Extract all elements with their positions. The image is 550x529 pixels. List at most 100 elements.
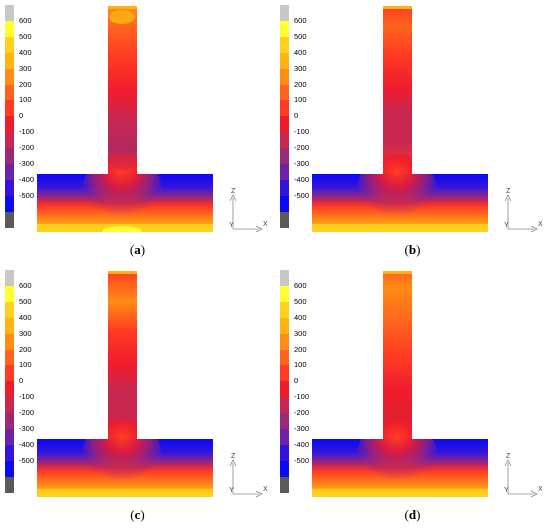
axis-z-label: Z <box>506 188 511 195</box>
legend-label: 500 <box>294 31 307 41</box>
legend-swatch <box>5 333 14 350</box>
axis-x-label: X <box>263 221 268 228</box>
legend-label: 300 <box>294 63 307 73</box>
axis-x-label: X <box>538 486 543 493</box>
panel-caption: (c) <box>130 507 145 522</box>
legend-swatch <box>5 116 14 133</box>
legend-swatch <box>280 164 289 181</box>
axis-z-label: Z <box>231 188 236 195</box>
legend-swatch <box>280 333 289 350</box>
legend-swatch <box>5 301 14 319</box>
legend-swatch <box>5 5 14 22</box>
legend-swatch <box>280 270 289 287</box>
legend-label: -400 <box>294 439 310 449</box>
axis-triad: Z Y X <box>229 453 268 498</box>
legend-swatch <box>280 444 289 462</box>
legend-label: 100 <box>19 95 32 105</box>
legend-label: 600 <box>294 15 307 25</box>
legend-label: 200 <box>294 79 307 89</box>
axis-triad: Z Y X <box>229 188 268 233</box>
legend-swatch <box>5 270 14 287</box>
legend-label: 300 <box>19 63 32 73</box>
contour-plot: Z Y X <box>312 271 543 498</box>
legend-label: -100 <box>294 392 310 402</box>
axis-z-label: Z <box>231 453 236 460</box>
legend-swatch <box>280 148 289 165</box>
axis-y-label: Y <box>229 222 234 229</box>
panel-caption: (a) <box>129 242 146 257</box>
legend-swatch <box>280 52 289 69</box>
legend-label: 0 <box>294 376 299 386</box>
legend-label: 500 <box>19 31 32 41</box>
panel-a: 600 500 400 300 200 100 0 -100 -200 -300 -400 -500 Z… <box>0 0 275 264</box>
legend-swatch <box>5 179 14 197</box>
legend-label: 400 <box>19 47 32 57</box>
legend-label: -200 <box>294 143 310 153</box>
legend-swatch <box>280 429 289 446</box>
legend-swatch <box>280 365 289 382</box>
legend-swatch <box>5 20 14 38</box>
axis-y-label: Y <box>504 487 509 494</box>
legend-label: -500 <box>19 455 35 465</box>
legend-swatch <box>5 365 14 382</box>
contour-plot: Z Y X <box>37 6 268 233</box>
panel-caption-letter: a <box>134 242 141 257</box>
legend-swatch <box>280 476 289 493</box>
axis-triad: Z Y X <box>504 188 543 233</box>
legend-label: -500 <box>294 455 310 465</box>
legend-swatch <box>280 211 289 228</box>
legend-swatch <box>280 36 289 54</box>
panel-c: 600 500 400 300 200 100 0 -100 -200 -300 -400 -500 Z… <box>0 265 275 529</box>
legend-swatch <box>5 349 14 366</box>
legend-label: -400 <box>19 439 35 449</box>
panel-d: 600 500 400 300 200 100 0 -100 -200 -300 -400 -500 Z… <box>275 265 550 529</box>
panel-b: 600 500 400 300 200 100 0 -100 -200 -300 -400 -500 Z… <box>275 0 550 264</box>
legend-label: 400 <box>294 312 307 322</box>
legend-label: 0 <box>19 111 24 121</box>
legend-swatch <box>280 100 289 117</box>
legend-swatch <box>5 52 14 69</box>
panel-caption: (b) <box>404 242 421 257</box>
legend-label: 400 <box>19 312 32 322</box>
legend-swatch <box>280 179 289 197</box>
legend-label: 500 <box>294 296 307 306</box>
legend-swatch <box>5 476 14 493</box>
legend-label: 100 <box>294 360 307 370</box>
legend-label: 200 <box>19 344 32 354</box>
legend-swatch <box>5 148 14 165</box>
axis-x-label: X <box>538 221 543 228</box>
legend-label: -300 <box>19 424 35 433</box>
legend-label: 200 <box>294 344 307 354</box>
legend-label: -300 <box>19 159 35 168</box>
legend-label: 500 <box>19 296 32 306</box>
legend-label: -100 <box>19 127 35 137</box>
legend-swatch <box>280 116 289 133</box>
legend-label: -100 <box>294 127 310 137</box>
legend-label: 300 <box>19 328 32 338</box>
legend-swatch <box>280 460 289 478</box>
axis-z-label: Z <box>506 453 511 460</box>
legend-label: -500 <box>19 190 35 200</box>
axis-y-label: Y <box>504 222 509 229</box>
legend-swatch <box>5 132 14 149</box>
legend-label: 600 <box>19 15 32 25</box>
legend-swatch <box>5 84 14 101</box>
legend-label: 0 <box>19 376 24 386</box>
legend-label: 600 <box>19 280 32 290</box>
legend-swatch <box>5 36 14 54</box>
legend-label: 100 <box>294 95 307 105</box>
legend-swatch <box>5 444 14 462</box>
legend-swatch <box>5 429 14 446</box>
legend-label: -300 <box>294 424 310 433</box>
legend-label: 200 <box>19 79 32 89</box>
legend-swatch <box>5 68 14 85</box>
legend-label: -500 <box>294 190 310 200</box>
legend-swatch <box>280 20 289 38</box>
axis-x-label: X <box>263 486 268 493</box>
panel-caption-letter: b <box>408 242 417 257</box>
legend-swatch <box>280 381 289 398</box>
legend-swatch <box>280 285 289 303</box>
legend-swatch <box>280 132 289 149</box>
legend-swatch <box>280 413 289 430</box>
legend-label: -200 <box>19 143 35 153</box>
